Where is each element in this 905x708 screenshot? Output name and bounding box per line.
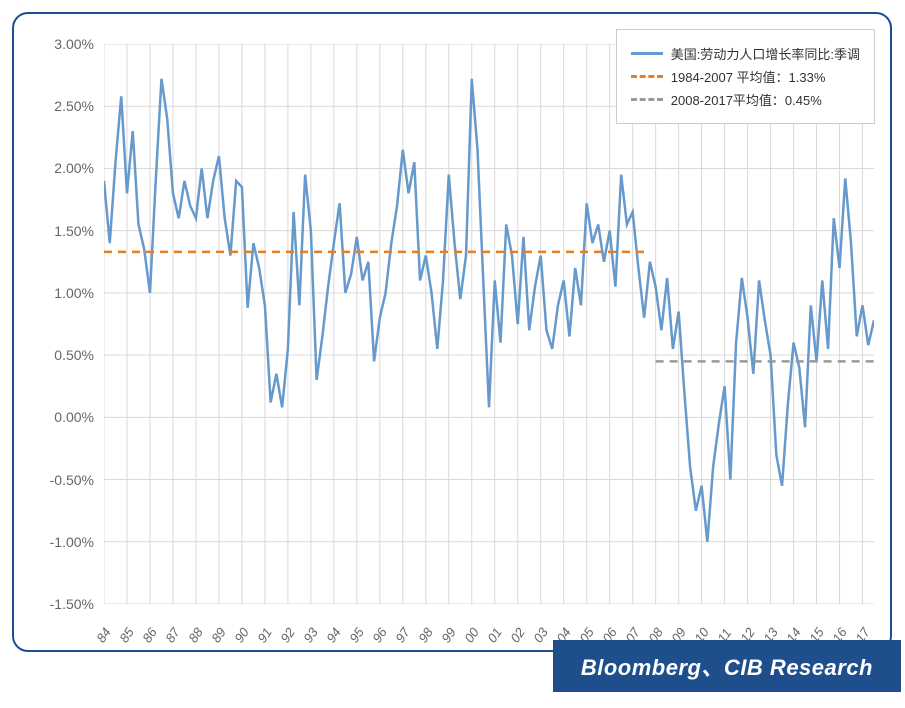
x-tick-label: 96 [369,625,390,645]
y-tick-label: 2.50% [54,98,94,114]
x-tick-label: 93 [300,625,321,645]
legend-swatch-icon [631,52,663,55]
y-tick-label: 0.00% [54,409,94,425]
y-tick-label: -1.00% [50,534,94,550]
y-axis: -1.50%-1.00%-0.50%0.00%0.50%1.00%1.50%2.… [14,44,99,604]
x-tick-label: 98 [415,625,436,645]
x-tick-label: 90 [231,625,252,645]
legend-swatch-icon [631,75,663,78]
y-tick-label: 1.00% [54,285,94,301]
legend-label: 美国:劳动力人口增长率同比:季调 [671,44,860,63]
chart-frame: -1.50% -1.00% -0.50% 0.00% 0.50% 1.00% 1.50% 2.… [12,12,892,652]
x-tick-label: 87 [162,625,183,645]
x-tick-label: 91 [254,625,275,645]
y-tick-label: 0.50% [54,347,94,363]
x-tick-label: 92 [277,625,298,645]
x-tick-label: 99 [438,625,459,645]
legend-swatch-icon [631,98,663,101]
y-tick-label: -0.50% [50,472,94,488]
legend-item: 美国:劳动力人口增长率同比:季调 [631,44,860,63]
legend-label: 2008-2017平均值：0.45% [671,90,822,109]
x-axis: 8485868788899091929394959697989900010203… [104,612,874,642]
chart-svg [104,44,874,604]
x-tick-label: 00 [461,625,482,645]
x-tick-label: 97 [392,625,413,645]
x-tick-label: 02 [507,625,528,645]
y-tick-label: -1.50% [50,596,94,612]
source-badge: Bloomberg、CIB Research [553,640,901,692]
x-tick-label: 85 [116,625,137,645]
x-tick-label: 01 [484,625,505,645]
y-tick-label: 3.00% [54,36,94,52]
x-tick-label: 94 [323,625,344,645]
y-tick-label: 1.50% [54,223,94,239]
y-tick-label: 2.00% [54,160,94,176]
x-tick-label: 84 [93,625,114,645]
plot-area [104,44,874,604]
x-tick-label: 95 [346,625,367,645]
x-tick-label: 03 [530,625,551,645]
legend-item: 1984-2007 平均值：1.33% [631,67,860,86]
x-tick-label: 88 [185,625,206,645]
legend: 美国:劳动力人口增长率同比:季调 1984-2007 平均值：1.33% 200… [616,29,875,124]
x-tick-label: 89 [208,625,229,645]
x-tick-label: 86 [139,625,160,645]
legend-label: 1984-2007 平均值：1.33% [671,67,826,86]
legend-item: 2008-2017平均值：0.45% [631,90,860,109]
